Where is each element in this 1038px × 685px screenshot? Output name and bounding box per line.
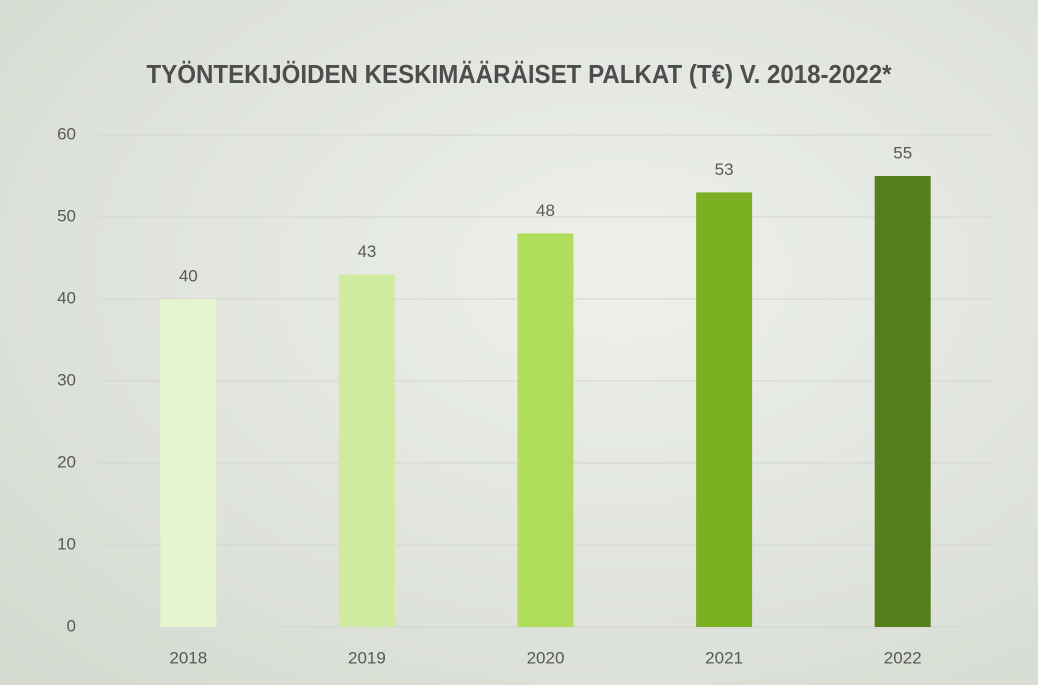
x-tick-label: 2020	[527, 648, 565, 667]
x-tick-label: 2019	[348, 648, 386, 667]
y-tick-label: 30	[57, 370, 76, 389]
y-tick-label: 40	[57, 288, 76, 307]
data-label: 43	[357, 242, 376, 261]
x-tick-label: 2018	[169, 648, 207, 667]
data-label: 48	[536, 201, 555, 220]
bar	[696, 192, 753, 627]
y-tick-label: 50	[57, 206, 76, 225]
bar	[338, 274, 395, 627]
bar	[160, 299, 217, 627]
data-label: 55	[893, 143, 912, 162]
x-tick-label: 2022	[884, 648, 922, 667]
y-tick-label: 10	[57, 534, 76, 553]
y-tick-label: 60	[57, 124, 76, 143]
x-tick-label: 2021	[705, 648, 743, 667]
data-label: 53	[715, 160, 734, 179]
data-label: 40	[179, 266, 198, 285]
bar	[874, 176, 931, 627]
bar	[517, 233, 574, 627]
y-tick-label: 20	[57, 452, 76, 471]
y-tick-label: 0	[67, 616, 76, 635]
chart-title: TYÖNTEKIJÖIDEN KESKIMÄÄRÄISET PALKAT (T€…	[147, 59, 893, 89]
